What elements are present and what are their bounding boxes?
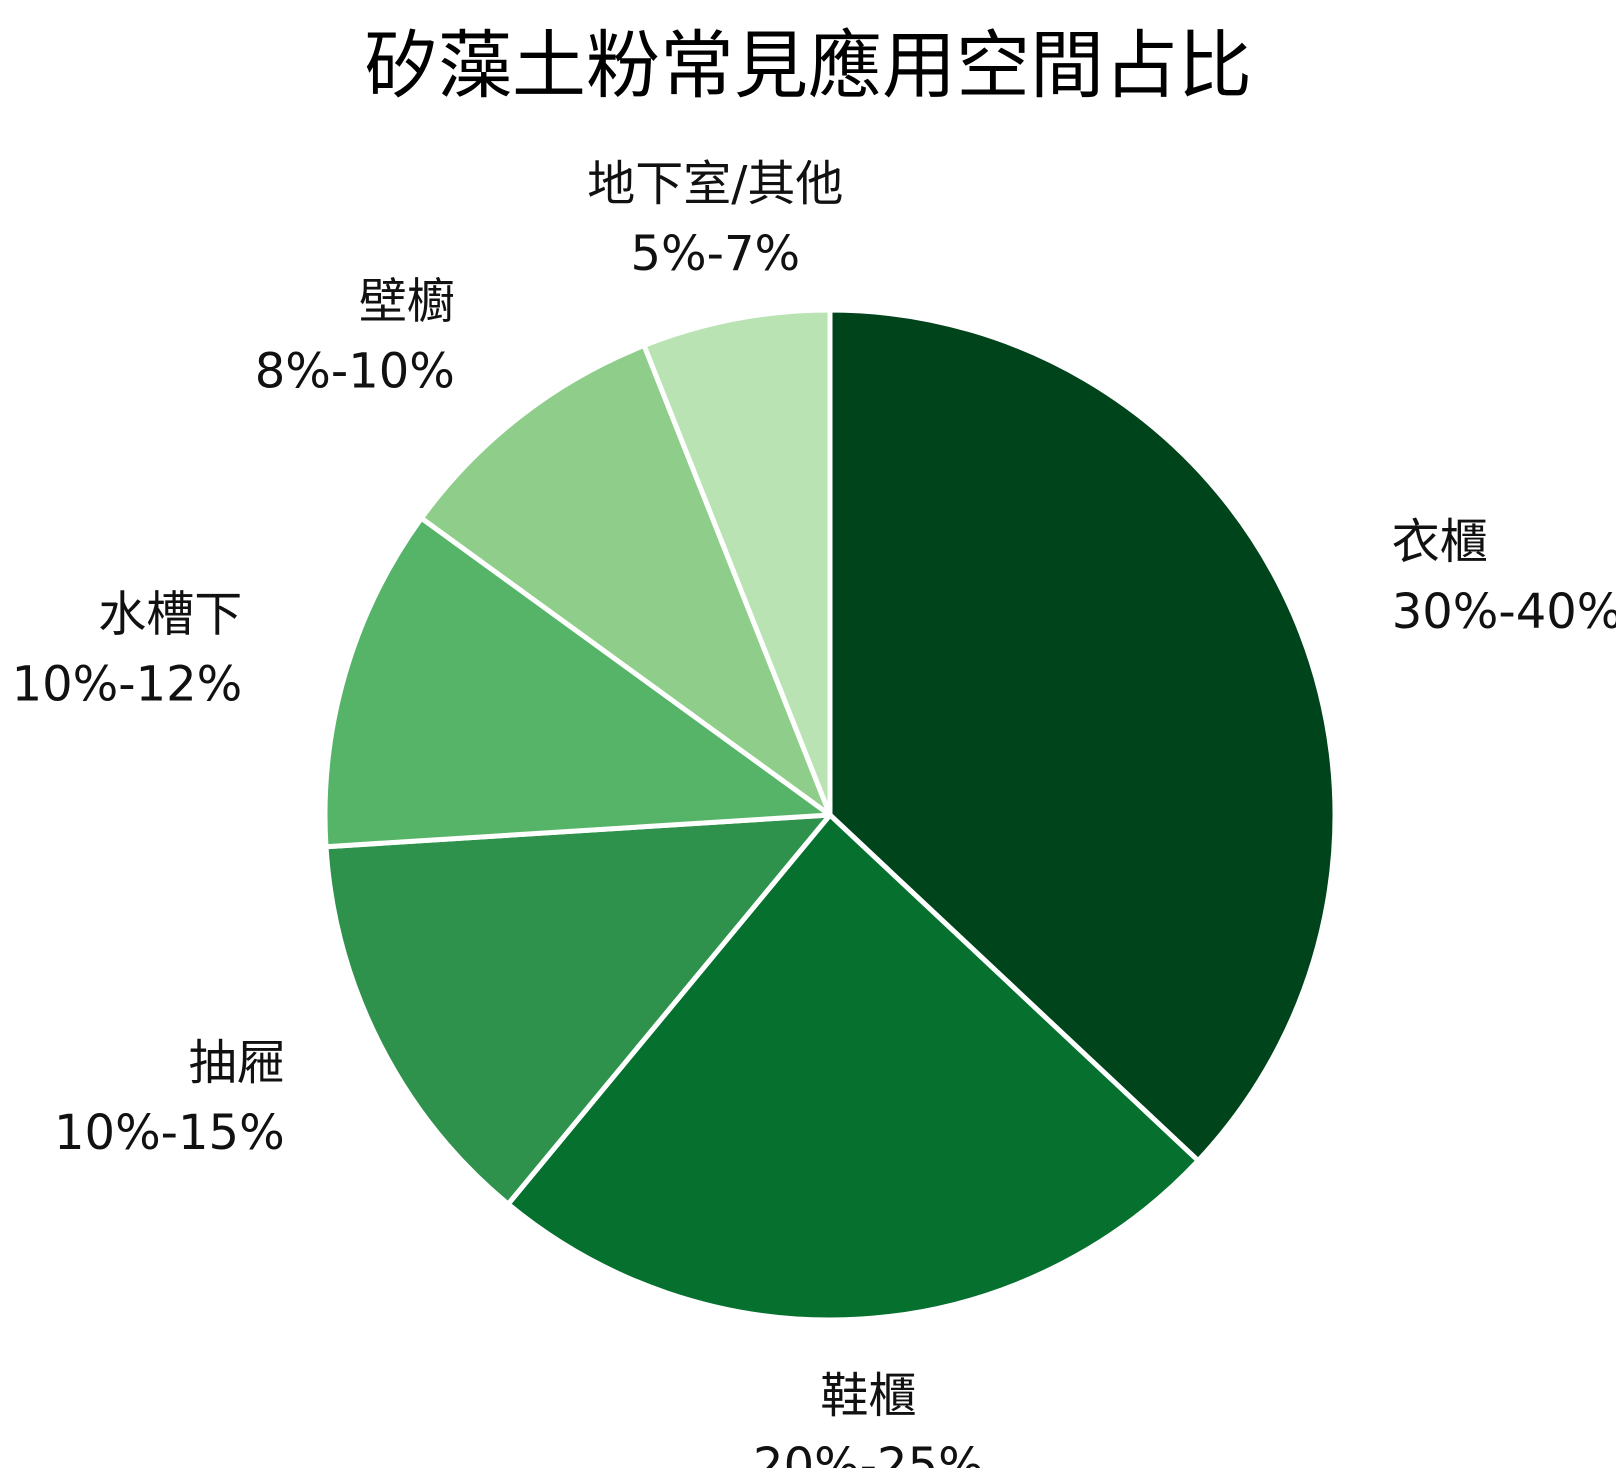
slice-label-2: 抽屜 10%-15% [54,1035,285,1161]
slice-name-1: 鞋櫃 [820,1368,916,1424]
pie-slice-5 [641,307,833,818]
slice-range-1: 20%-25% [753,1438,984,1468]
slice-range-2: 10%-15% [54,1105,285,1161]
chart-title: 矽藻土粉常見應用空間占比 [364,23,1252,109]
pie-slice-2 [323,812,833,1207]
slice-range-5: 5%-7% [630,226,800,282]
pie-slice-3 [322,515,833,850]
slice-name-2: 抽屜 [189,1035,285,1091]
slice-range-3: 10%-12% [12,656,243,712]
slice-range-0: 30%-40% [1392,584,1616,640]
slice-name-0: 衣櫃 [1392,514,1488,570]
pie-slice-0 [827,307,1338,1164]
pie-labels: 衣櫃 30%-40% 鞋櫃 20%-25% 抽屜 10%-15% 水槽下 10%-12% 壁櫥 8… [12,156,1616,1468]
pie-slice-1 [505,812,1201,1323]
slice-name-5: 地下室/其他 [587,156,843,212]
slice-label-5: 地下室/其他 5%-7% [587,156,843,282]
slice-label-4: 壁櫥 8%-10% [255,273,455,399]
slice-name-4: 壁櫥 [359,273,455,329]
slice-label-1: 鞋櫃 20%-25% [753,1368,984,1468]
slice-range-4: 8%-10% [255,343,455,399]
slice-label-3: 水槽下 10%-12% [12,586,243,712]
pie-slice-4 [418,342,833,818]
slice-label-0: 衣櫃 30%-40% [1392,514,1616,640]
pie-slices [322,307,1338,1323]
slice-name-3: 水槽下 [98,586,242,642]
